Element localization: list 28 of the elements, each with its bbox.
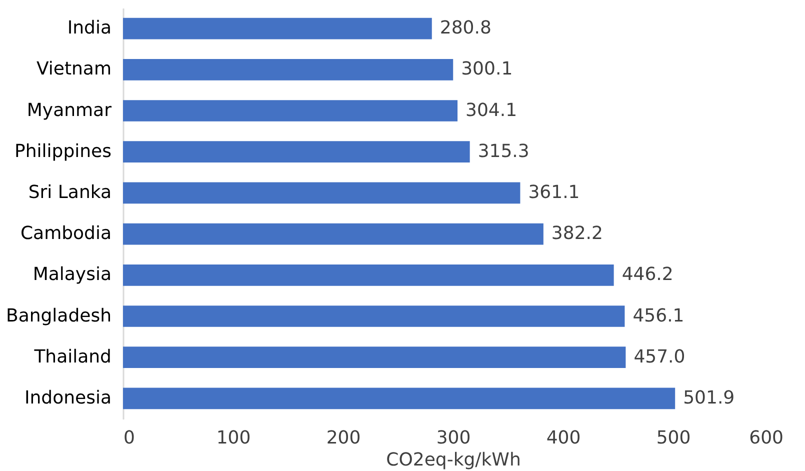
data-label: 446.2 xyxy=(622,264,674,286)
y-tick-label: Bangladesh xyxy=(6,305,112,326)
y-tick-label: Philippines xyxy=(14,140,112,162)
y-tick-label: Sri Lanka xyxy=(28,182,112,203)
data-label: 315.3 xyxy=(478,140,530,162)
x-tick-label: 100 xyxy=(216,428,251,448)
y-tick-label: Thailand xyxy=(33,346,112,368)
x-axis-title: CO2eq-kg/kWh xyxy=(386,450,521,470)
data-label: 280.8 xyxy=(440,18,492,39)
x-tick-label: 200 xyxy=(326,428,361,448)
y-tick-label: Vietnam xyxy=(36,58,112,80)
y-tick-label: Cambodia xyxy=(20,223,112,244)
y-tick-label: Malaysia xyxy=(32,264,112,286)
x-tick-label: 600 xyxy=(749,428,784,448)
data-label: 361.1 xyxy=(528,182,580,203)
y-tick-label: India xyxy=(67,18,112,39)
x-tick-label: 400 xyxy=(546,428,581,448)
data-label: 304.1 xyxy=(466,100,518,121)
data-label: 457.0 xyxy=(634,346,686,368)
data-label: 501.9 xyxy=(683,387,735,408)
x-tick-label: 300 xyxy=(436,428,471,448)
data-label: 382.2 xyxy=(551,223,603,244)
data-label: 456.1 xyxy=(632,305,684,326)
y-tick-label: Myanmar xyxy=(26,100,112,121)
data-label: 300.1 xyxy=(461,58,513,80)
x-tick-label: 0 xyxy=(124,428,135,448)
y-tick-label: Indonesia xyxy=(24,387,112,408)
x-tick-label: 500 xyxy=(656,428,691,448)
